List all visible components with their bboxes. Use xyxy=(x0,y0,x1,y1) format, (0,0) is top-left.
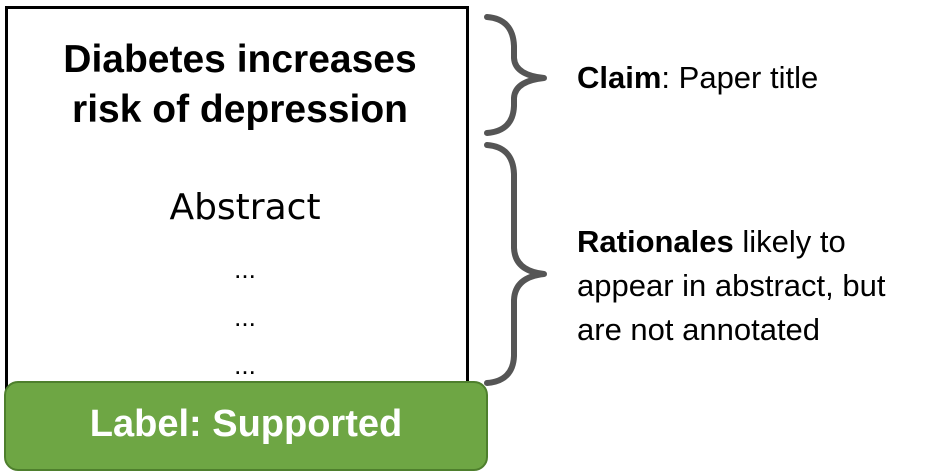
paper-title: Diabetes increases risk of depression xyxy=(8,35,472,135)
rationales-brace xyxy=(484,142,547,386)
paper-title-line-1: Diabetes increases xyxy=(63,38,417,81)
rationales-annotation-rest: likely to xyxy=(733,224,846,259)
paper-title-line-2: risk of depression xyxy=(72,88,408,131)
rationales-annotation: Rationales likely to appear in abstract,… xyxy=(577,220,885,352)
claim-annotation-bold: Claim xyxy=(577,60,662,95)
rationales-annotation-line-3: are not annotated xyxy=(577,312,821,347)
claim-annotation-rest: : Paper title xyxy=(661,60,819,95)
rationales-annotation-bold: Rationales xyxy=(577,224,734,259)
paper-box: Diabetes increases risk of depression Ab… xyxy=(5,6,469,406)
rationales-annotation-line-2: appear in abstract, but xyxy=(577,268,886,303)
label-text: Label: Supported xyxy=(89,402,403,445)
rationales-annotation-line-1: Rationales likely to xyxy=(577,220,885,264)
abstract-heading: Abstract xyxy=(169,187,321,228)
label-box: Label: Supported xyxy=(4,381,488,471)
claim-brace xyxy=(484,14,547,136)
abstract-ellipsis-2: ... xyxy=(234,302,256,332)
abstract-ellipsis-1: ... xyxy=(234,254,256,284)
abstract-ellipsis-3: ... xyxy=(234,350,256,380)
claim-annotation: Claim: Paper title xyxy=(577,56,818,100)
